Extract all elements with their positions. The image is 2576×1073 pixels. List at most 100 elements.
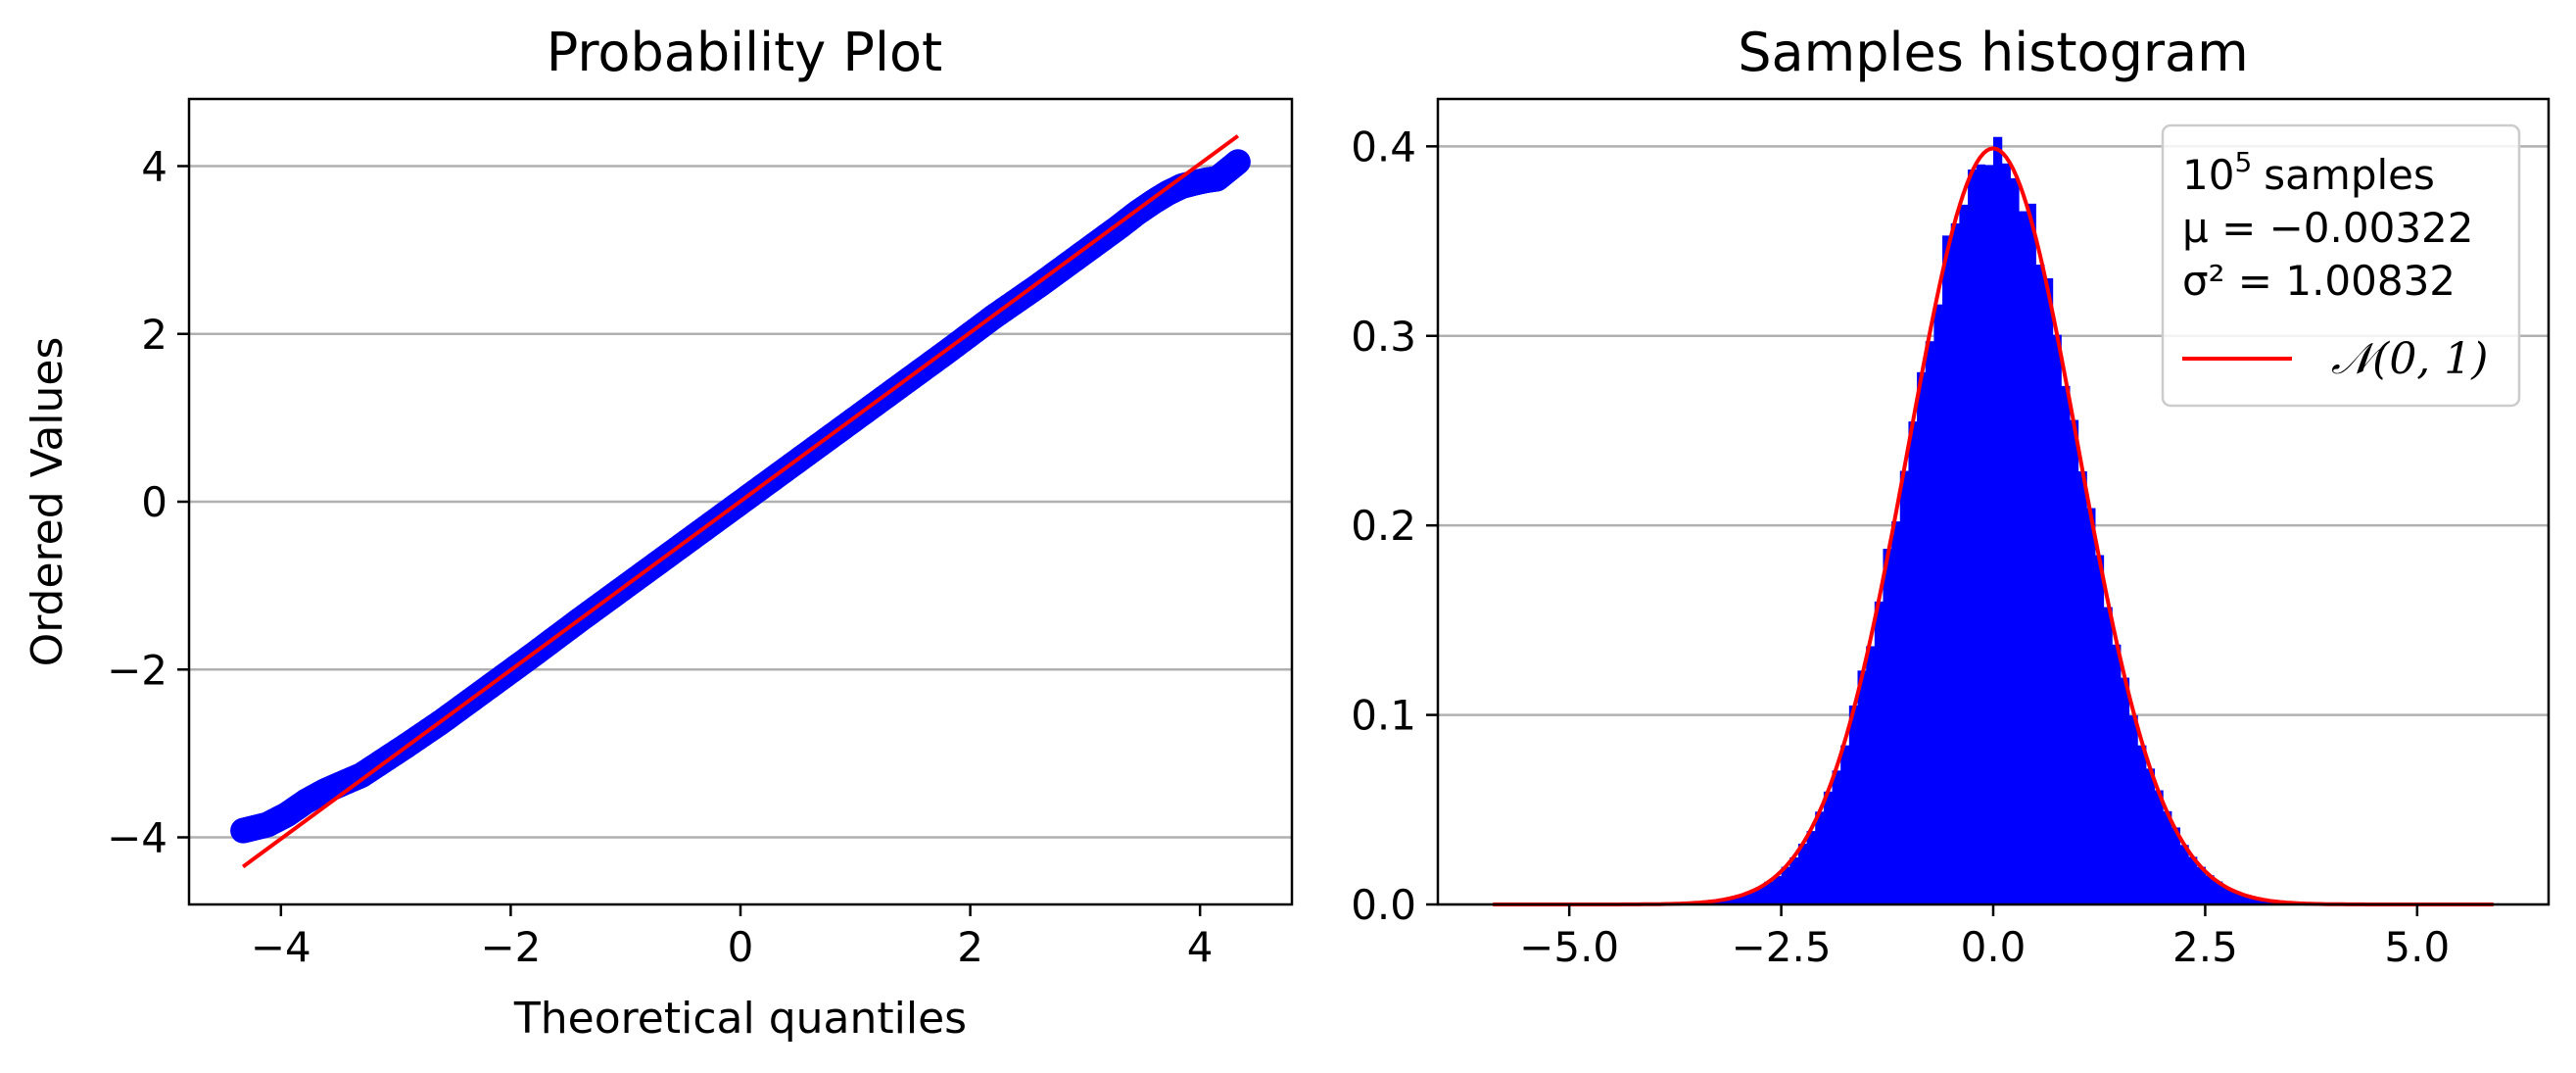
left-chart-title: Probability Plot xyxy=(547,22,942,83)
left-y-tick-label: 4 xyxy=(141,143,167,191)
left-y-tick-label: −2 xyxy=(107,646,167,694)
histogram-bar xyxy=(1797,843,1808,904)
histogram-bar xyxy=(1746,891,1757,904)
qq-point xyxy=(1224,149,1251,175)
histogram-bar xyxy=(1764,881,1774,904)
right-x-axis-ticks: −5.0 −2.5 0.0 2.5 5.0 xyxy=(1519,904,2450,971)
legend-samples-line: 105 samples xyxy=(2182,146,2435,199)
left-y-tick-label: −4 xyxy=(107,814,167,862)
histogram-bar xyxy=(2128,715,2138,904)
histogram-bar xyxy=(1891,521,1901,904)
probability-plot-panel: Probability Plot −4 −2 0 2 4 −4 −2 0 2 4 Theoret… xyxy=(23,22,1294,1044)
histogram-bar xyxy=(2010,177,2020,904)
histogram-bar xyxy=(1993,136,2003,904)
histogram-bar xyxy=(1874,601,1884,904)
legend-samples-exponent: 5 xyxy=(2234,146,2252,178)
histogram-bar xyxy=(2196,866,2207,904)
histogram-bar xyxy=(2035,265,2045,904)
histogram-bar xyxy=(2214,881,2223,904)
qq-points xyxy=(230,149,1251,844)
left-x-tick-label: 4 xyxy=(1187,923,1214,971)
legend: 105 samples μ = −0.00322 σ² = 1.00832 𝒩(0… xyxy=(2161,123,2521,408)
histogram-bar xyxy=(1815,811,1825,904)
left-x-tick-label: −2 xyxy=(480,923,541,971)
histogram-bar xyxy=(1781,866,1790,904)
left-y-axis-label: Ordered Values xyxy=(23,337,72,667)
histogram-bar xyxy=(2256,899,2266,904)
legend-variance: σ² = 1.00832 xyxy=(2182,257,2456,305)
histogram-bar xyxy=(1984,165,1994,904)
histogram-bar xyxy=(1840,745,1850,904)
histogram-bar xyxy=(2018,211,2028,904)
histogram-bar xyxy=(1933,304,1943,904)
right-x-tick-label: −2.5 xyxy=(1732,923,1832,971)
legend-samples-text: samples xyxy=(2264,151,2435,199)
histogram-bar xyxy=(1925,341,1935,904)
samples-histogram-panel: Samples histogram −5.0 −2.5 0.0 2.5 5.0 0.00… xyxy=(1351,22,2551,971)
legend-box xyxy=(2161,123,2521,408)
histogram-bar xyxy=(2061,385,2071,904)
right-x-tick-label: 0.0 xyxy=(1961,923,2027,971)
histogram-bar xyxy=(1772,875,1783,904)
left-plot-area xyxy=(230,134,1251,869)
histogram-bar xyxy=(2171,827,2181,904)
right-x-tick-label: 5.0 xyxy=(2384,923,2450,971)
histogram-bar xyxy=(1848,705,1859,904)
histogram-bar xyxy=(2154,790,2164,904)
histogram-bar xyxy=(1806,831,1816,904)
histogram-bar xyxy=(1823,791,1834,904)
histogram-bar xyxy=(1950,222,1960,905)
histogram-bar xyxy=(2103,607,2113,904)
left-x-axis-ticks: −4 −2 0 2 4 xyxy=(251,904,1214,971)
histogram-bar xyxy=(2052,334,2062,905)
histogram-bar xyxy=(1730,897,1740,904)
histogram-bar xyxy=(1789,857,1799,904)
histogram-bar xyxy=(1721,899,1732,904)
histogram-bar xyxy=(2230,891,2240,904)
histogram-bar xyxy=(2094,555,2105,904)
histogram-bar xyxy=(1866,646,1876,904)
histogram-bar xyxy=(2137,745,2147,904)
histogram-bar xyxy=(1832,770,1841,904)
right-y-tick-label: 0.3 xyxy=(1351,313,1416,361)
histogram-bar xyxy=(2163,810,2172,904)
histogram-bar xyxy=(1942,235,1952,905)
histogram-bar xyxy=(2112,644,2122,904)
histogram-bar xyxy=(1899,470,1910,904)
histogram-bar xyxy=(2043,277,2054,904)
histogram-bar xyxy=(1976,164,1985,905)
left-y-tick-label: 0 xyxy=(141,478,167,526)
qq-fit-line xyxy=(241,134,1240,869)
histogram-bar xyxy=(2239,895,2249,904)
histogram-bar xyxy=(1908,421,1918,904)
left-x-axis-label: Theoretical quantiles xyxy=(513,994,967,1044)
histogram-bar xyxy=(1857,670,1867,904)
histogram-bar xyxy=(2086,508,2096,904)
right-x-tick-label: 2.5 xyxy=(2172,923,2238,971)
right-chart-title: Samples histogram xyxy=(1738,22,2249,83)
right-y-tick-label: 0.1 xyxy=(1351,692,1416,740)
histogram-bar xyxy=(2188,856,2198,904)
legend-mean: μ = −0.00322 xyxy=(2182,204,2474,252)
left-x-tick-label: −4 xyxy=(251,923,311,971)
histogram-bar xyxy=(1917,371,1927,905)
left-x-tick-label: 0 xyxy=(728,923,754,971)
legend-samples-base: 10 xyxy=(2182,151,2234,199)
right-y-axis-ticks: 0.0 0.1 0.2 0.3 0.4 xyxy=(1351,122,1438,929)
histogram-bar xyxy=(2179,845,2189,904)
histogram-bar xyxy=(2027,203,2036,905)
right-y-tick-label: 0.2 xyxy=(1351,502,1416,550)
histogram-bar xyxy=(2001,163,2011,904)
right-y-tick-label: 0.0 xyxy=(1351,881,1416,929)
histogram-bar xyxy=(2120,677,2130,904)
histogram-bar xyxy=(2077,471,2087,904)
histogram-bar xyxy=(1755,887,1765,904)
histogram-bar xyxy=(1713,901,1723,904)
left-y-axis-ticks: −4 −2 0 2 4 xyxy=(107,143,189,862)
histogram-bar xyxy=(2205,875,2215,904)
legend-entry-label: 𝒩(0, 1) xyxy=(2331,334,2488,384)
histogram-bar xyxy=(2145,768,2156,904)
histogram-bar xyxy=(2247,897,2257,904)
histogram-bar xyxy=(1739,895,1748,904)
